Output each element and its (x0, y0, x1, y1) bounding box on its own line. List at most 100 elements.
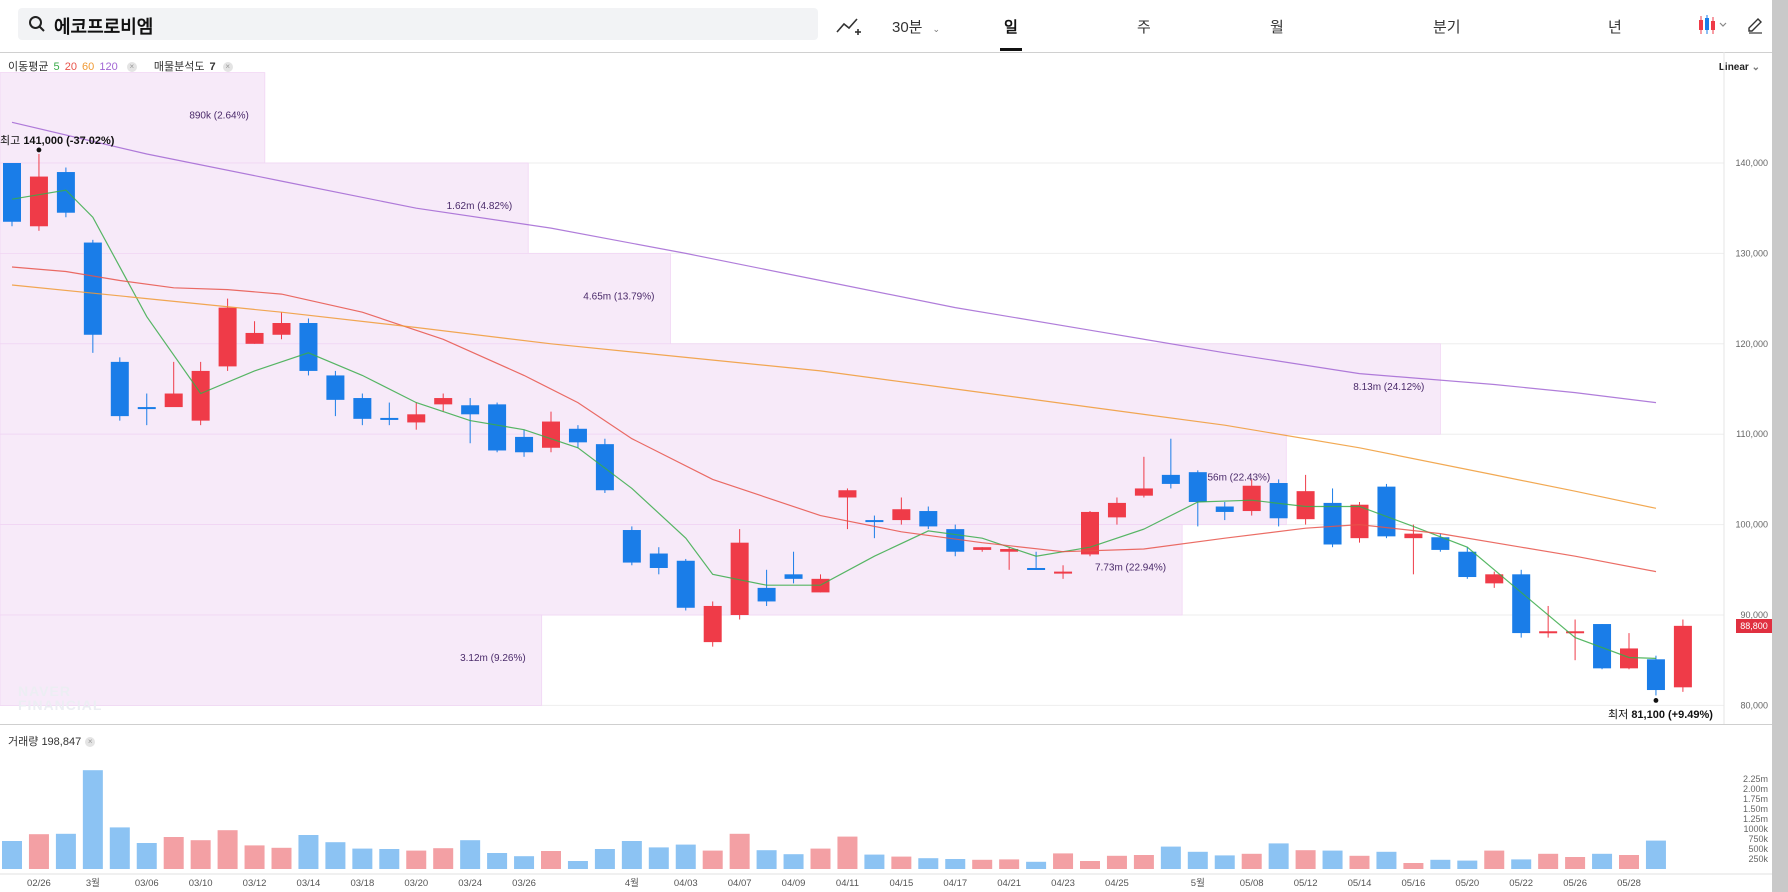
candle[interactable] (622, 526, 641, 566)
x-tick-label: 03/14 (297, 878, 321, 889)
volume-bar (972, 859, 993, 869)
candle-body (1027, 567, 1046, 570)
tab-week[interactable]: 주 (1137, 19, 1151, 36)
candle[interactable] (973, 547, 992, 552)
scale-select[interactable]: Linear ⌄ (1719, 62, 1760, 73)
candle[interactable] (1404, 524, 1423, 575)
tab-quarter[interactable]: 분기 (1433, 19, 1461, 36)
candle[interactable] (1000, 547, 1019, 570)
watermark-line: FINANCIAL (18, 697, 103, 713)
tab-day[interactable]: 일 (1004, 19, 1018, 36)
volume-profile-close-icon[interactable]: × (222, 62, 233, 73)
volume-close-icon[interactable]: × (85, 737, 96, 748)
candle-body (3, 163, 21, 222)
search-query: 에코프로비엠 (54, 17, 154, 37)
candle[interactable] (1296, 474, 1315, 525)
candle[interactable] (1242, 479, 1261, 516)
candle[interactable] (56, 167, 75, 218)
candle[interactable] (1485, 571, 1504, 588)
candle[interactable] (380, 402, 399, 426)
candle[interactable] (3, 163, 21, 227)
candle-body (1161, 474, 1180, 484)
volume-profile-label: 7.56m (22.43%) (1199, 472, 1270, 483)
candle[interactable] (137, 393, 156, 426)
candle[interactable] (784, 551, 803, 584)
candle[interactable] (1512, 569, 1531, 638)
volume-bar (1322, 850, 1343, 869)
candle[interactable] (542, 411, 560, 453)
candle-body (272, 323, 291, 335)
candle[interactable] (299, 318, 318, 376)
candle[interactable] (1323, 488, 1342, 548)
search-input[interactable]: 에코프로비엠 (18, 8, 818, 40)
candle[interactable] (1566, 619, 1585, 661)
candle[interactable] (407, 402, 426, 430)
candle[interactable] (353, 393, 372, 426)
volume-bar (1187, 851, 1208, 869)
volume-label: 거래량 (8, 736, 39, 748)
candle[interactable] (83, 239, 102, 353)
volume-bar (783, 854, 804, 869)
candle[interactable] (1161, 438, 1180, 489)
candle[interactable] (1188, 470, 1207, 527)
candle[interactable] (1134, 456, 1153, 498)
candle-body (730, 542, 749, 615)
candle[interactable] (892, 497, 911, 525)
candle[interactable] (1350, 502, 1369, 543)
candle[interactable] (1539, 605, 1558, 638)
candle[interactable] (703, 601, 722, 647)
candle[interactable] (164, 361, 183, 408)
candle[interactable] (1673, 619, 1692, 692)
candle-body (1539, 631, 1558, 634)
candle[interactable] (676, 558, 695, 611)
ma-close-icon[interactable]: × (126, 62, 137, 73)
candle[interactable] (730, 529, 749, 620)
candle[interactable] (29, 153, 48, 231)
x-tick-label: 04/03 (674, 878, 698, 889)
candle[interactable] (1620, 633, 1638, 670)
candle[interactable] (434, 393, 453, 412)
candle[interactable] (488, 402, 507, 453)
candle[interactable] (838, 488, 857, 530)
price-chart[interactable]: 140,000 130,000 120,000 110,000 100,000 90,00… (0, 52, 1772, 724)
volume-bar (999, 859, 1020, 869)
candle[interactable] (272, 312, 291, 340)
candle[interactable] (110, 357, 129, 421)
volume-bar (1592, 853, 1613, 869)
candle[interactable] (1593, 624, 1612, 670)
candle[interactable] (919, 506, 938, 530)
volume-bar (514, 856, 535, 869)
candlestick-type-icon[interactable] (1697, 14, 1729, 36)
chevron-down-icon: ⌄ (1751, 62, 1760, 73)
candle[interactable] (1081, 511, 1099, 557)
pencil-icon[interactable] (1746, 16, 1764, 34)
candle[interactable] (326, 370, 345, 417)
pane-divider[interactable] (0, 724, 1772, 725)
candle-body (1188, 472, 1207, 502)
candle[interactable] (1215, 502, 1234, 521)
candle[interactable] (1054, 565, 1073, 579)
volume-chart[interactable]: 2.25m2.00m1.75m1.50m1.25m1000k750k500k25… (0, 726, 1772, 892)
candle[interactable] (649, 547, 668, 575)
tab-year[interactable]: 년 (1608, 19, 1622, 36)
interval-select[interactable]: 30분 ⌄ (892, 16, 940, 37)
drawing-tool-icon[interactable] (836, 16, 862, 36)
candle[interactable] (757, 569, 776, 606)
candle-body (461, 405, 480, 415)
candle[interactable] (218, 298, 237, 371)
candle[interactable] (1027, 551, 1046, 570)
tab-month[interactable]: 월 (1270, 19, 1284, 36)
ma-label: 이동평균 (8, 61, 49, 73)
volume-bar (1457, 860, 1478, 869)
candle[interactable] (568, 425, 587, 448)
candle[interactable] (595, 438, 614, 493)
candle[interactable] (245, 321, 264, 344)
candle[interactable] (1458, 547, 1477, 579)
candle-body (245, 332, 264, 344)
candle[interactable] (1646, 655, 1665, 696)
volume-profile-bar (0, 433, 1287, 526)
candle[interactable] (515, 429, 534, 457)
candle[interactable] (1377, 483, 1396, 539)
x-tick-label: 05/26 (1563, 878, 1587, 889)
candle[interactable] (1107, 497, 1126, 525)
